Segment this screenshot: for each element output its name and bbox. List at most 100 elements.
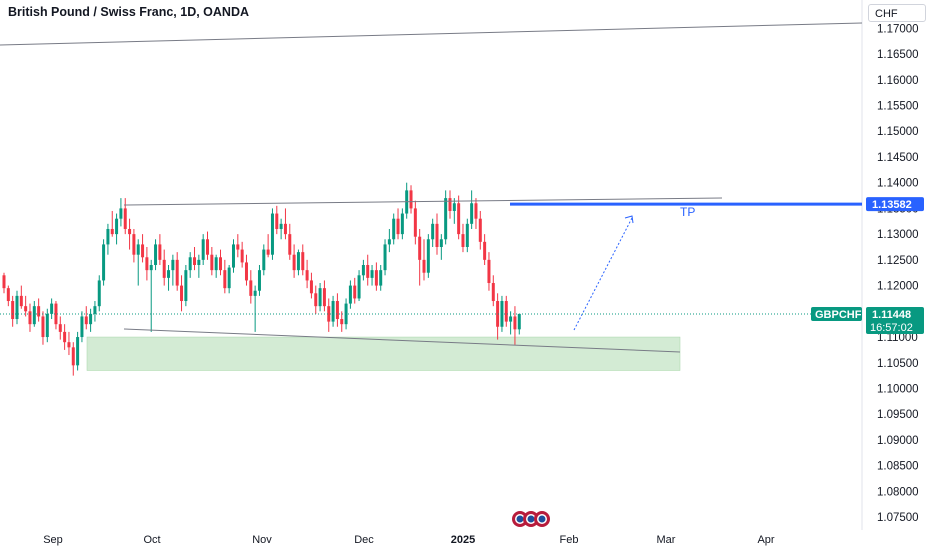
candle [444, 190, 448, 245]
candle-body [97, 280, 101, 307]
y-tick-label: 1.12500 [877, 255, 919, 267]
candle-body [305, 270, 309, 281]
candle [327, 298, 331, 332]
x-tick-label: Feb [560, 534, 579, 546]
candle-body [219, 257, 222, 271]
y-tick-label: 1.09500 [877, 409, 919, 421]
candle-body [496, 301, 500, 327]
candle-body [517, 313, 521, 330]
y-tick-label: 1.12000 [877, 281, 919, 293]
x-tick-label: Dec [354, 534, 374, 546]
y-tick-label: 1.14500 [877, 152, 919, 164]
candle-body [344, 303, 348, 325]
candle [76, 331, 80, 371]
candle-body [487, 259, 491, 284]
candle [257, 265, 261, 296]
upper-trendline[interactable] [0, 22, 863, 46]
candle [158, 234, 162, 265]
y-tick-label: 1.16000 [877, 75, 919, 87]
candle [374, 262, 378, 291]
candle [24, 295, 28, 317]
candle-body [188, 257, 192, 271]
resistance-trendline[interactable] [123, 197, 723, 206]
candle [422, 239, 426, 281]
candle [50, 298, 54, 320]
projection-arrow[interactable] [573, 217, 633, 331]
candle [353, 277, 357, 304]
candle-body [340, 319, 344, 325]
candle [184, 265, 188, 307]
candle [314, 285, 318, 314]
candle-body [67, 342, 71, 348]
candle-body [457, 203, 461, 235]
candle [379, 265, 383, 291]
candle [465, 218, 469, 253]
candle-body [253, 290, 257, 296]
candle [58, 316, 62, 340]
events-flag-icon[interactable] [512, 511, 550, 527]
candle [370, 265, 374, 286]
candle-body [279, 223, 283, 229]
candle-body [396, 218, 400, 235]
candle-body [296, 252, 300, 271]
candle-body [128, 228, 132, 235]
candle [478, 210, 482, 250]
candle [244, 254, 248, 286]
candle [71, 342, 75, 376]
candle-body [132, 234, 136, 255]
y-tick-label: 1.07500 [877, 512, 919, 524]
candle-body [461, 234, 465, 247]
candle [249, 270, 253, 304]
candle [296, 249, 300, 276]
candle [452, 198, 456, 224]
candle [405, 182, 409, 219]
candle-body [71, 347, 75, 366]
candle-body [32, 306, 36, 325]
candle [141, 234, 145, 263]
candle-body [197, 259, 201, 265]
candle [383, 239, 387, 276]
chart-title: British Pound / Swiss Franc, 1D, OANDA [8, 5, 250, 19]
candle [119, 198, 123, 227]
y-tick-label: 1.11000 [877, 332, 918, 344]
candle [206, 231, 210, 260]
support-zone[interactable] [86, 336, 681, 371]
candle [6, 285, 10, 307]
candle [439, 234, 443, 260]
candle-body [214, 257, 218, 271]
candle-body [474, 203, 478, 219]
candle-body [227, 267, 231, 289]
projection-arrow-head [624, 215, 634, 224]
candle [193, 246, 197, 271]
candle [128, 218, 132, 250]
candle [171, 254, 175, 286]
candle [292, 244, 296, 278]
candle [145, 246, 149, 281]
y-tick-label: 1.10000 [877, 383, 919, 395]
candle-body [374, 270, 378, 286]
candle-body [63, 331, 67, 343]
candle [335, 293, 339, 327]
currency-selector-button[interactable]: CHF [868, 4, 926, 22]
symbol-tag [811, 306, 862, 321]
candle [154, 239, 158, 271]
candle-body [136, 244, 140, 255]
candle-body [491, 283, 495, 302]
candle-body [392, 218, 396, 240]
candle [106, 223, 110, 255]
support-trendline[interactable] [123, 328, 681, 353]
candle [201, 234, 205, 265]
candle [2, 272, 6, 294]
candle [223, 259, 227, 294]
candle [270, 208, 274, 260]
candle-body [400, 213, 404, 235]
candle-body [318, 288, 322, 307]
candle-body [80, 316, 84, 338]
candle-body [418, 236, 422, 260]
candle-body [270, 213, 274, 255]
candle [54, 301, 58, 330]
candle [32, 301, 36, 327]
candle [331, 295, 335, 327]
candle [45, 308, 49, 343]
